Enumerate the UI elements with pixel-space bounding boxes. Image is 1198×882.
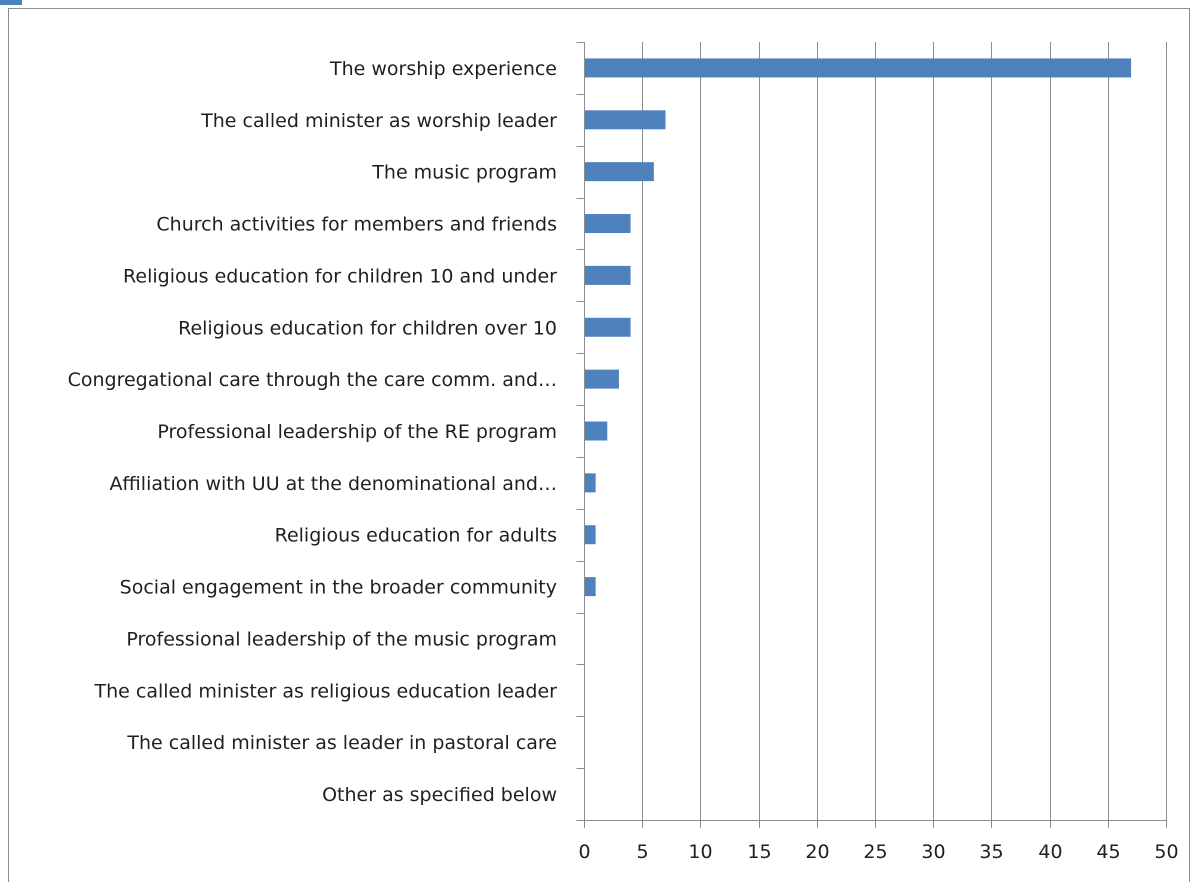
bars [584,58,1132,597]
category-label: Church activities for members and friend… [156,214,557,236]
x-tick-label: 50 [1154,841,1178,863]
x-tick-label: 30 [921,841,945,863]
category-labels: The worship experience The called ministe… [68,58,558,806]
category-label: The called minister as worship leader [200,110,557,132]
x-tick-label: 35 [979,841,1003,863]
gridlines [642,42,1167,820]
bar-2 [584,162,654,182]
category-label: Other as specified below [322,784,557,806]
bar-6 [584,369,619,389]
x-tick-label: 25 [863,841,887,863]
category-label: Affiliation with UU at the denominationa… [109,473,557,495]
bar-4 [584,265,631,285]
category-label: The music program [371,162,557,184]
bar-7 [584,421,608,441]
bar-5 [584,317,631,337]
x-tick-label: 20 [805,841,829,863]
header-accent [0,0,22,5]
x-tick-label: 10 [688,841,712,863]
category-label: Congregational care through the care com… [68,369,557,391]
bar-3 [584,214,631,234]
bar-9 [584,525,596,545]
category-label: Religious education for children 10 and … [123,265,557,287]
category-label: Professional leadership of the music pro… [126,628,557,650]
category-label: Social engagement in the broader communi… [120,577,557,599]
bar-0 [584,58,1132,78]
category-label: Religious education for children over 10 [178,317,557,339]
category-label: The called minister as leader in pastora… [126,732,557,754]
bar-8 [584,473,596,493]
x-tick-label: 0 [578,841,590,863]
axes [576,42,1167,828]
category-label: The worship experience [329,58,557,80]
category-label: Religious education for adults [275,525,557,547]
bar-10 [584,577,596,597]
bar-1 [584,110,666,130]
x-tick-label: 15 [747,841,771,863]
x-tick-label: 45 [1096,841,1120,863]
tick-labels: 0 5 10 15 20 25 30 35 40 45 50 [578,841,1178,863]
category-label: Professional leadership of the RE progra… [157,421,557,443]
category-label: The called minister as religious educati… [94,680,558,702]
chart-frame [8,8,1190,882]
x-tick-label: 5 [636,841,648,863]
x-tick-label: 40 [1038,841,1062,863]
